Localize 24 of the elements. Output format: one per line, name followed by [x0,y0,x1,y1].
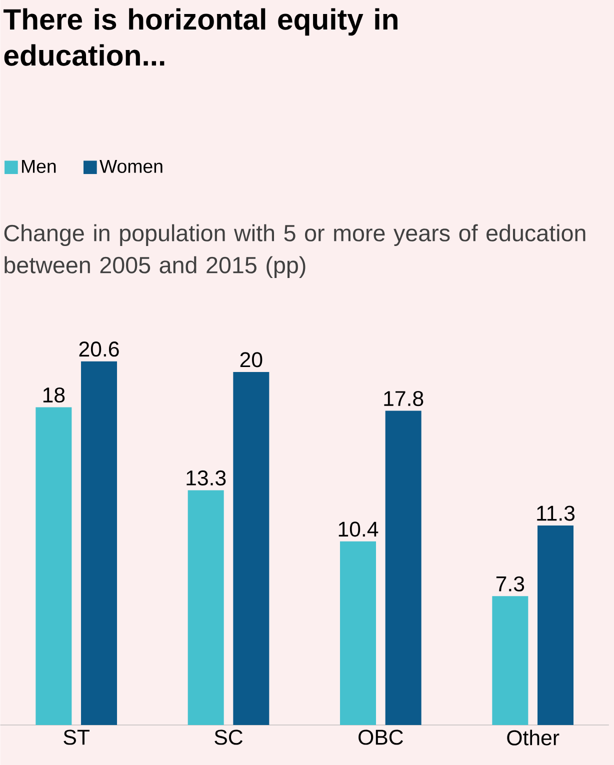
legend-label: Women [99,160,162,173]
data-label: 20.6 [79,342,119,357]
data-label: 7.3 [496,576,524,592]
bar [188,490,224,725]
x-tick-label: ST [64,730,90,745]
data-label: 17.8 [384,390,424,406]
x-tick-label: SC [214,730,242,745]
bar [233,372,270,725]
chart-subtitle: Change in population with 5 or more years of education between 2005 and 2015 (pp) [4,224,586,278]
data-label: 11.3 [537,506,574,521]
bar [385,410,422,725]
bar [537,526,574,725]
data-label: 18 [43,387,64,403]
chart-title: There is horizontal equity in education... [3,8,398,66]
bar [80,361,117,725]
bar [492,596,528,725]
bar [36,407,72,725]
x-tick-label: Other [507,730,560,746]
data-label: 13.3 [186,470,226,486]
bar [340,541,376,725]
data-label: 20 [240,352,262,368]
data-label: 10.4 [338,522,378,537]
legend-label: Men [22,160,56,173]
x-tick-label: OBC [358,730,403,745]
